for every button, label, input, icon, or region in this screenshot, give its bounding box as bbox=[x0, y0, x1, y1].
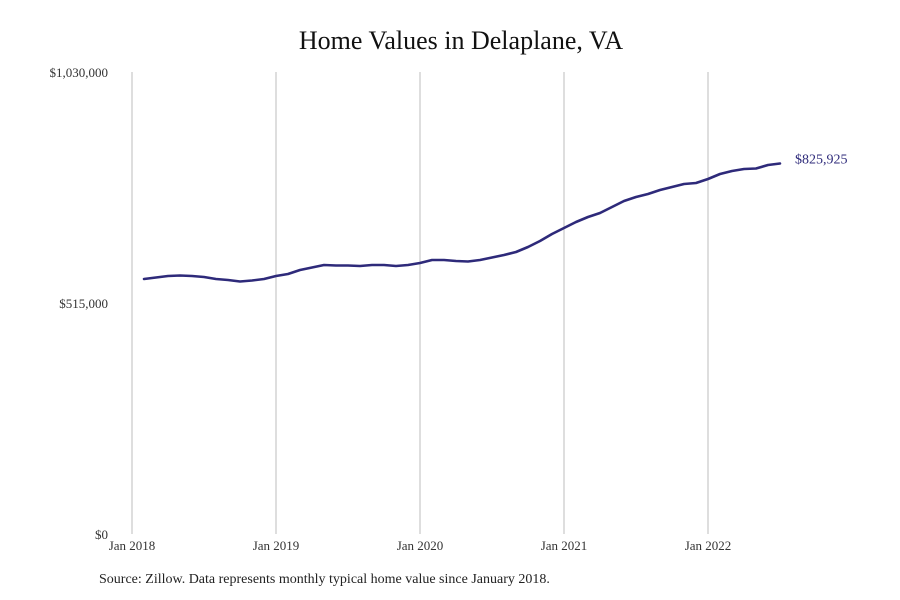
series-line bbox=[142, 162, 782, 283]
x-tick-label: Jan 2018 bbox=[109, 538, 156, 553]
source-note: Source: Zillow. Data represents monthly … bbox=[99, 572, 550, 587]
chart-title: Home Values in Delaplane, VA bbox=[298, 26, 624, 55]
x-tick-label: Jan 2021 bbox=[541, 538, 588, 553]
end-value-label: $825,925 bbox=[795, 153, 848, 168]
y-tick-label: $515,000 bbox=[59, 296, 108, 311]
x-tick-label: Jan 2019 bbox=[253, 538, 300, 553]
x-tick-label: Jan 2022 bbox=[685, 538, 732, 553]
y-tick-label: $0 bbox=[95, 527, 108, 542]
y-tick-label: $1,030,000 bbox=[50, 65, 109, 80]
x-tick-label: Jan 2020 bbox=[397, 538, 444, 553]
